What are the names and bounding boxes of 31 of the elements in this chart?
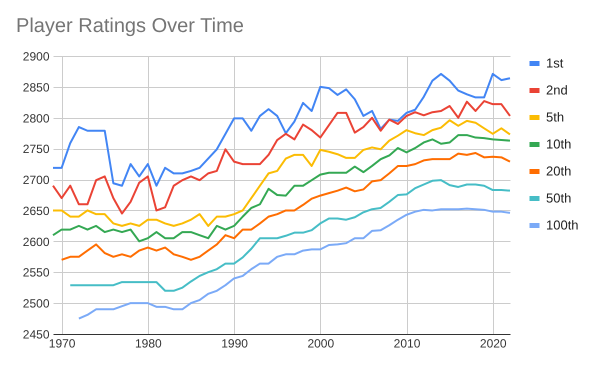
line-series — [52, 119, 511, 227]
legend-label: 10th — [546, 136, 572, 152]
y-tick-label: 2750 — [22, 142, 50, 156]
line-series — [52, 72, 511, 187]
y-tick-label: 2550 — [22, 266, 50, 280]
legend-label: 20th — [546, 164, 572, 178]
line-series — [52, 134, 511, 242]
legend-label: 2nd — [546, 82, 568, 98]
chart-title: Player Ratings Over Time — [16, 15, 244, 37]
legend-label: 50th — [546, 190, 572, 206]
line-series — [69, 179, 511, 292]
x-tick-label: 2020 — [480, 336, 507, 350]
y-tick-label: 2500 — [22, 296, 50, 311]
x-tick-label: 1970 — [48, 336, 76, 350]
y-tick-label: 2450 — [22, 328, 50, 342]
y-tick-label: 2800 — [22, 111, 50, 126]
line-series — [78, 208, 511, 320]
x-tick-label: 2000 — [307, 336, 334, 350]
line-series — [60, 152, 511, 261]
y-tick-label: 2850 — [22, 80, 50, 94]
legend-label: 100th — [546, 218, 579, 232]
y-tick-label: 2700 — [22, 173, 50, 188]
x-tick-label: 1980 — [134, 336, 162, 350]
y-tick-label: 2900 — [22, 50, 50, 64]
x-tick-label: 1990 — [221, 336, 248, 350]
x-tick-label: 2010 — [394, 336, 421, 350]
legend-label: 5th — [546, 110, 564, 124]
line-series — [52, 100, 511, 215]
y-tick-label: 2650 — [22, 204, 50, 218]
y-tick-label: 2600 — [22, 234, 50, 249]
legend-label: 1st — [546, 56, 564, 70]
